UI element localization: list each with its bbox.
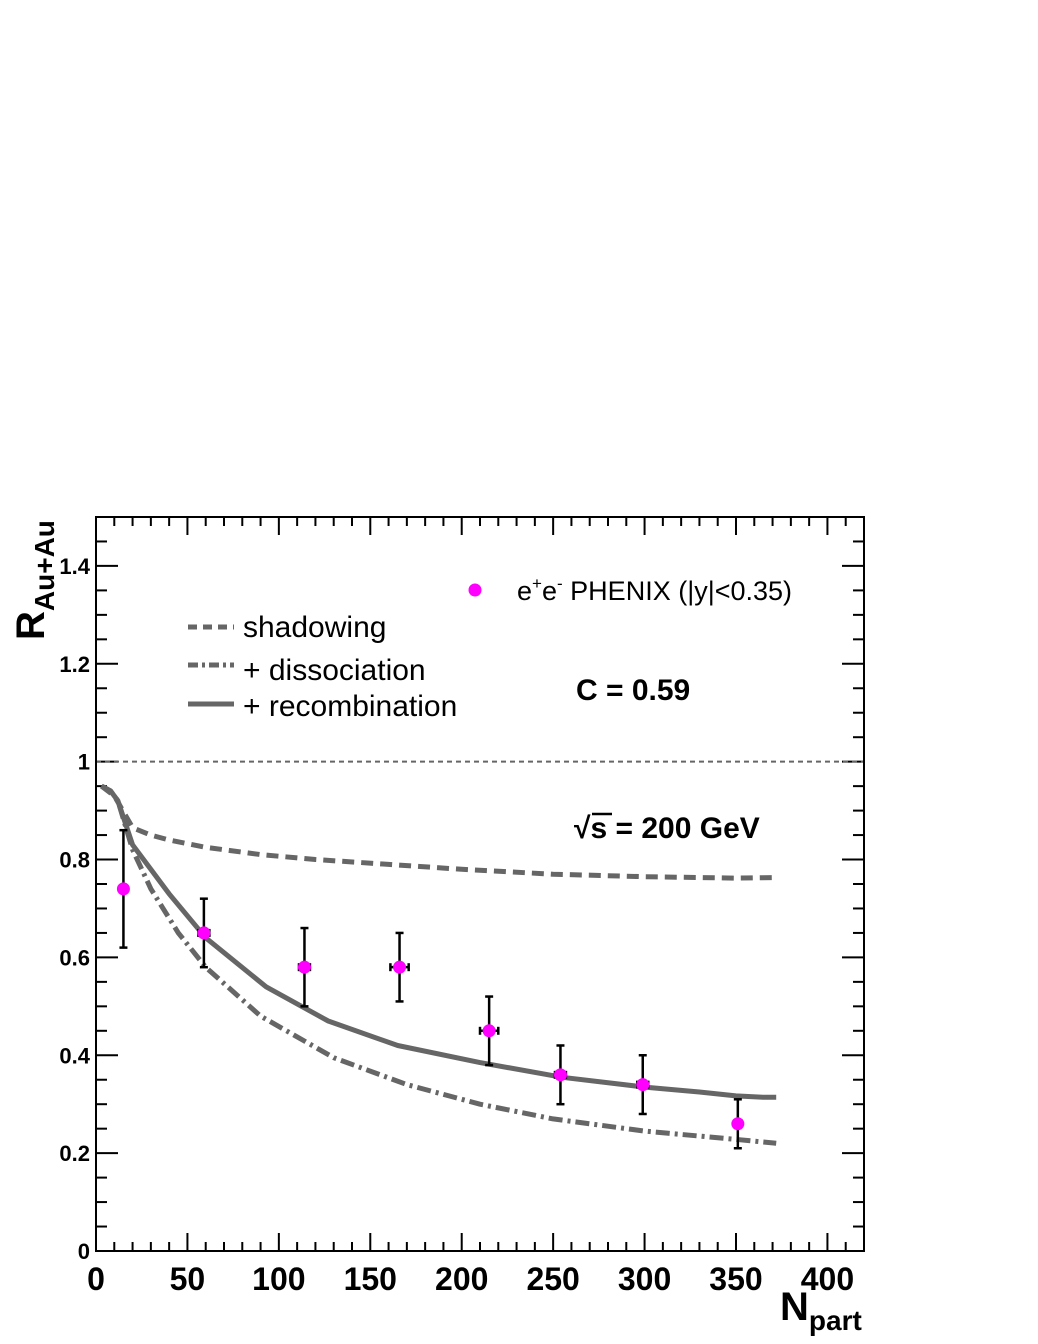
legend-label-data: e+e- PHENIX (|y|<0.35) — [517, 574, 792, 606]
y-tick-label: 0.8 — [59, 848, 90, 873]
x-tick-label: 350 — [709, 1261, 762, 1297]
x-axis-title: Npart — [780, 1285, 862, 1336]
data-point — [731, 1117, 745, 1131]
c-value-annotation: C = 0.59 — [576, 674, 690, 707]
legend-marker-data — [468, 583, 482, 597]
legend-label-recombination: + recombination — [243, 690, 457, 723]
x-tick-label: 0 — [87, 1261, 105, 1297]
data-point — [116, 882, 130, 896]
x-tick-label: 400 — [801, 1261, 854, 1297]
x-tick-label: 100 — [252, 1261, 305, 1297]
x-tick-label: 300 — [618, 1261, 671, 1297]
tick-labels-layer: 0 50 100 150 200 250 300 350 400 0 0.2 0.4 0.6 0.8 1 1.… — [59, 554, 854, 1297]
sqrt-sign: √ — [574, 812, 591, 845]
y-tick-label: 1 — [78, 750, 90, 775]
x-tick-label: 250 — [526, 1261, 579, 1297]
data-point — [297, 960, 311, 974]
legend-label-shadowing: shadowing — [243, 611, 386, 644]
x-tick-label: 50 — [170, 1261, 206, 1297]
x-axis-title-main: N — [780, 1285, 809, 1329]
plot-frame — [95, 516, 865, 1252]
data-point — [393, 960, 407, 974]
x-tick-label: 200 — [435, 1261, 488, 1297]
data-point — [553, 1068, 567, 1082]
legend: e+e- PHENIX (|y|<0.35) shadowing + disso… — [188, 574, 792, 723]
energy-text: s = 200 GeV — [590, 812, 759, 845]
y-axis-title: RAu+Au — [9, 520, 60, 640]
y-tick-label: 0 — [78, 1239, 90, 1264]
y-tick-label: 1.4 — [59, 554, 90, 579]
energy-annotation: √s = 200 GeV — [574, 812, 760, 845]
y-tick-label: 0.6 — [59, 945, 90, 970]
curve-shadowing — [99, 784, 777, 881]
y-tick-label: 1.2 — [59, 652, 90, 677]
y-axis-title-sub: Au+Au — [29, 520, 60, 611]
x-axis-title-sub: part — [809, 1305, 862, 1336]
curves-layer — [99, 783, 777, 1146]
y-tick-label: 0.4 — [59, 1043, 90, 1068]
points-layer — [116, 828, 745, 1150]
ticks-layer — [95, 516, 865, 1252]
y-tick-label: 0.2 — [59, 1141, 90, 1166]
data-point — [482, 1024, 496, 1038]
legend-label-dissociation: + dissociation — [243, 654, 426, 687]
data-point — [197, 926, 211, 940]
y-axis-title-main: R — [9, 611, 53, 640]
x-tick-label: 150 — [344, 1261, 397, 1297]
data-point — [636, 1078, 650, 1092]
curve-recombination — [100, 783, 777, 1100]
